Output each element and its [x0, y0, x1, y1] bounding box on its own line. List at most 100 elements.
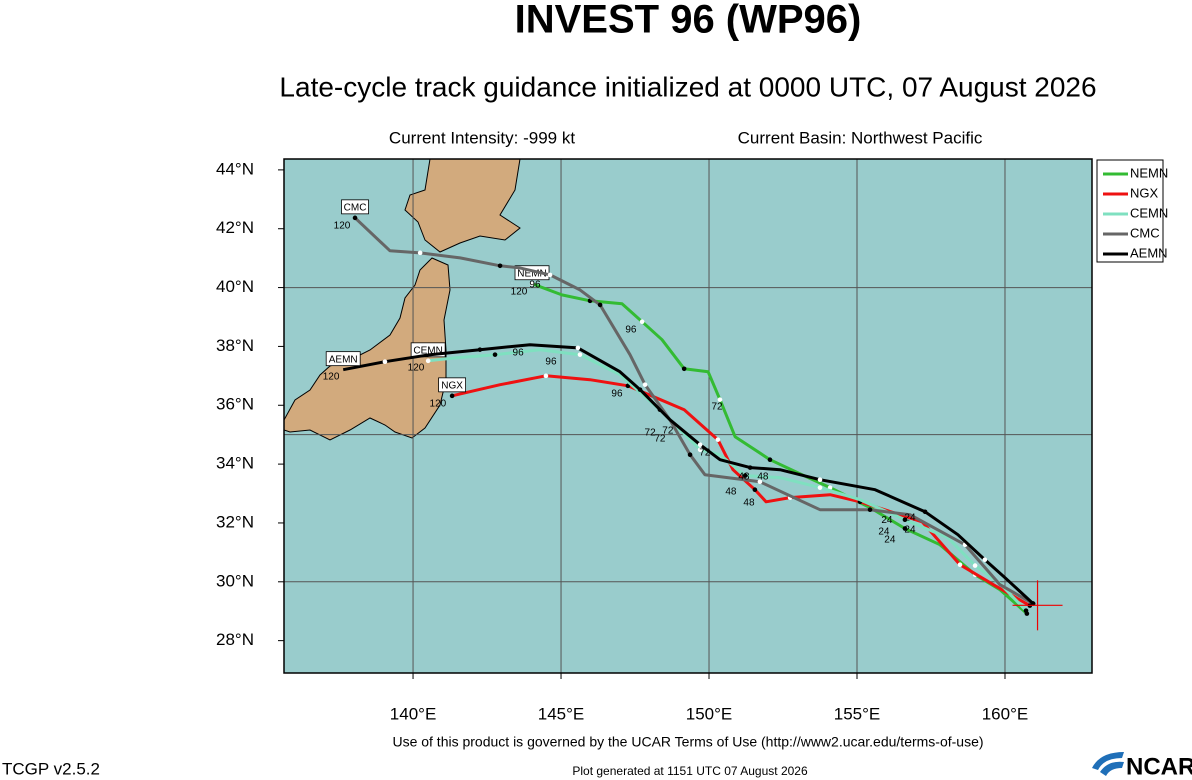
track-name: CEMN — [413, 345, 442, 356]
honshu — [284, 257, 451, 441]
hour-label: 96 — [611, 388, 623, 399]
logo: NCAR — [1126, 753, 1192, 780]
hour-label: 120 — [430, 398, 447, 409]
track-point — [639, 319, 645, 325]
track-point — [902, 526, 908, 531]
hour-label: 120 — [323, 371, 340, 382]
hour-label: 48 — [757, 471, 769, 482]
hour-label: 120 — [408, 363, 425, 374]
track-point — [817, 477, 823, 482]
y-tick-label: 34°N — [216, 454, 254, 473]
hour-label: 96 — [529, 280, 541, 291]
track-point — [597, 302, 603, 308]
version: TCGP v2.5.2 — [2, 759, 100, 778]
x-tick-label: 155°E — [834, 704, 881, 723]
y-tick-label: 44°N — [216, 159, 254, 178]
hour-label: 96 — [625, 324, 637, 335]
y-tick-label: 38°N — [216, 336, 254, 355]
hour-label: 24 — [904, 524, 916, 535]
y-tick-label: 28°N — [216, 630, 254, 649]
hour-label: 72 — [654, 433, 666, 444]
track-point — [717, 397, 723, 402]
y-tick-label: 30°N — [216, 571, 254, 590]
x-tick-label: 145°E — [538, 704, 585, 723]
track-point — [902, 517, 908, 523]
track-point — [492, 352, 498, 357]
track-point — [417, 250, 423, 256]
y-tick-label: 36°N — [216, 395, 254, 414]
track-name-box — [325, 351, 361, 367]
x-tick-label: 160°E — [982, 704, 1029, 723]
subtitle: Late-cycle track guidance initialized at… — [279, 71, 1096, 102]
track-line — [427, 348, 1028, 612]
hour-label: 48 — [725, 486, 737, 497]
track-point — [922, 509, 928, 515]
hour-label: 24 — [904, 512, 916, 523]
track-point — [697, 442, 703, 447]
track-point — [1030, 601, 1036, 606]
track-point — [972, 563, 978, 568]
hour-label: 120 — [511, 286, 528, 297]
track-line — [342, 343, 1035, 605]
track-point — [747, 465, 753, 470]
hour-label: 120 — [334, 220, 351, 231]
hour-label: 72 — [645, 427, 657, 438]
track-point — [687, 452, 693, 457]
track-point — [547, 272, 553, 278]
track-name: AEMN — [329, 354, 358, 365]
legend-label: CEMN — [1130, 205, 1168, 220]
track-point — [681, 366, 687, 372]
logo-icon — [1092, 752, 1124, 776]
track-point — [982, 557, 988, 563]
legend-label: NEMN — [1130, 165, 1168, 180]
track-point — [757, 479, 763, 485]
track-point — [575, 345, 581, 351]
track-point — [382, 359, 388, 365]
track-name-box — [341, 199, 369, 215]
x-tick-label: 150°E — [686, 704, 733, 723]
hour-label: 72 — [699, 447, 711, 458]
track-point — [957, 562, 963, 568]
legend-label: CMC — [1130, 225, 1160, 240]
track-point — [767, 457, 773, 462]
hokkaido — [404, 159, 521, 253]
track-name-box — [438, 377, 467, 393]
legend-box — [1096, 159, 1164, 263]
y-tick-label: 42°N — [216, 218, 254, 237]
track-point — [642, 382, 648, 387]
track-point — [715, 437, 721, 442]
legend-label: AEMN — [1130, 245, 1168, 260]
hour-label: 96 — [545, 356, 557, 367]
track-point — [425, 358, 431, 364]
track-name: CMC — [344, 202, 367, 213]
track-point — [752, 487, 758, 493]
y-tick-label: 40°N — [216, 277, 254, 296]
track-point — [637, 387, 643, 392]
track-point — [449, 393, 455, 399]
hour-label: 72 — [711, 401, 723, 412]
legend-label: NGX — [1130, 185, 1159, 200]
generated: Plot generated at 1151 UTC 07 August 202… — [572, 764, 808, 778]
track-point — [742, 473, 748, 478]
hour-label: 24 — [884, 534, 896, 545]
track-name: NEMN — [517, 268, 546, 279]
legend: NEMN NGX CEMN CMC AEMN — [1103, 165, 1168, 260]
hour-label: 48 — [743, 497, 755, 508]
track-point — [577, 352, 583, 357]
track-point — [497, 263, 503, 269]
title: INVEST 96 (WP96) — [515, 0, 862, 42]
hour-label: 48 — [738, 471, 750, 482]
terms: Use of this product is governed by the U… — [392, 734, 983, 750]
track-point — [477, 347, 483, 352]
y-tick-label: 32°N — [216, 512, 254, 531]
hour-label: 24 — [878, 526, 890, 537]
basin: Current Basin: Northwest Pacific — [738, 128, 983, 147]
land — [284, 159, 521, 441]
hour-label: 24 — [881, 515, 893, 526]
track-point — [352, 215, 358, 221]
track-point — [529, 281, 535, 287]
track-point — [867, 507, 873, 513]
